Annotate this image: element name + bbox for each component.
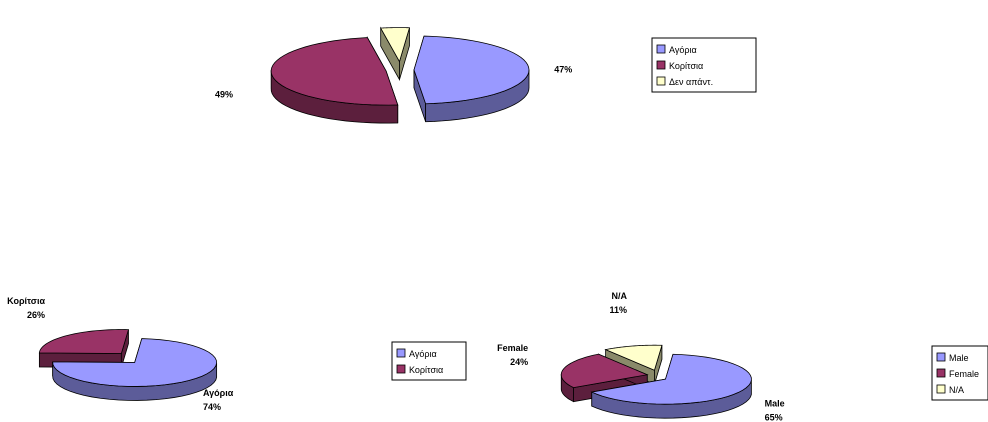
slice-3-3	[604, 344, 663, 371]
slice-1-1	[413, 35, 530, 105]
legend-entry: Male	[949, 353, 969, 363]
pie-chart-3: Male 65% Female 24% N/A 11% Male Female N/A	[497, 291, 988, 422]
slice-value-label: 24%	[510, 357, 528, 367]
slice-1-2	[270, 37, 399, 106]
slice-category-label: Male	[765, 399, 785, 409]
slice-3-1	[590, 353, 752, 405]
legend-entry: Αγόρια	[669, 45, 697, 55]
legend-entry: Δεν απάντ.	[669, 77, 713, 87]
slice-value-label: 47%	[554, 65, 572, 75]
legend-swatch	[396, 364, 406, 374]
slice-category-label: Κορίτσια	[7, 296, 45, 306]
slice-2-2	[38, 329, 130, 354]
legend-2: Αγόρια Κορίτσια	[391, 341, 467, 381]
legend-swatch	[936, 352, 946, 362]
slice-value-label: 4%	[384, 0, 397, 2]
legend-entry: Κορίτσια	[669, 61, 703, 71]
legend-3: Male Female N/A	[931, 345, 988, 401]
slice-category-label: Αγόρια	[203, 388, 234, 398]
legend-entry: Αγόρια	[409, 349, 437, 359]
slice-3-2	[560, 353, 649, 389]
legend-entry: Κορίτσια	[409, 365, 443, 375]
legend-1: Αγόρια Κορίτσια Δεν απάντ.	[651, 37, 757, 93]
slice-2-1	[52, 338, 218, 387]
slice-value-label: 65%	[765, 413, 783, 422]
slice-value-label: 49%	[215, 89, 233, 99]
slice-value-label: 74%	[203, 402, 221, 412]
pie-chart-1: 47% 49% 4% Αγόρια Κορίτσια Δεν απάντ.	[215, 0, 757, 124]
legend-swatch	[396, 348, 406, 358]
legend-swatch	[936, 368, 946, 378]
pie-chart-2: Αγόρια 74% Κορίτσια 26% Αγόρια Κορίτσια	[7, 296, 467, 412]
legend-swatch	[656, 76, 666, 86]
slice-category-label: Female	[497, 343, 528, 353]
slice-value-label: 26%	[27, 310, 45, 320]
slice-value-label: 11%	[609, 305, 627, 315]
legend-swatch	[656, 60, 666, 70]
legend-swatch	[656, 44, 666, 54]
slice-category-label: N/A	[611, 291, 627, 301]
legend-swatch	[936, 384, 946, 394]
legend-entry: Female	[949, 369, 979, 379]
legend-entry: N/A	[949, 385, 964, 395]
slice-1-3	[380, 27, 411, 63]
